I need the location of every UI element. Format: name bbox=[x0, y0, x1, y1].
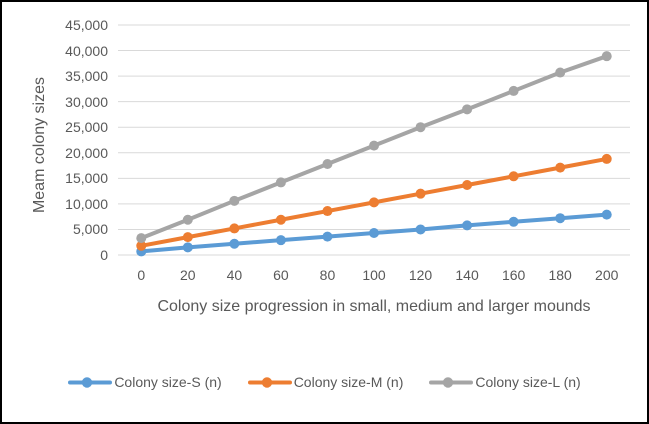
x-axis-title: Colony size progression in small, medium… bbox=[157, 298, 591, 315]
legend-item-colony-size-s[interactable]: Colony size-S (n) bbox=[68, 374, 222, 390]
data-point-series0-x120[interactable] bbox=[415, 224, 426, 235]
data-point-series0-x80[interactable] bbox=[322, 231, 333, 242]
data-point-series0-x140[interactable] bbox=[462, 220, 473, 231]
data-point-series2-x180[interactable] bbox=[555, 67, 566, 78]
x-tick-label: 0 bbox=[137, 267, 146, 283]
legend-line-marker-icon bbox=[68, 376, 113, 388]
x-tick-label: 140 bbox=[455, 267, 479, 283]
x-tick-label: 120 bbox=[408, 267, 433, 283]
x-tick-label: 180 bbox=[548, 267, 572, 283]
data-point-series1-x80[interactable] bbox=[322, 206, 333, 217]
legend: Colony size-S (n) Colony size-M (n) Colo… bbox=[2, 374, 647, 390]
legend-line-marker-icon bbox=[247, 376, 292, 388]
y-tick-label: 5,000 bbox=[72, 221, 108, 238]
data-point-series1-x100[interactable] bbox=[369, 197, 379, 208]
y-tick-label: 20,000 bbox=[65, 144, 108, 161]
x-tick-label: 60 bbox=[273, 267, 289, 283]
y-tick-label: 10,000 bbox=[65, 195, 108, 212]
x-tick-label: 20 bbox=[180, 267, 196, 283]
data-point-series0-x20[interactable] bbox=[182, 242, 193, 253]
data-point-series1-x60[interactable] bbox=[275, 214, 286, 225]
legend-item-colony-size-m[interactable]: Colony size-M (n) bbox=[247, 374, 404, 390]
y-tick-label: 25,000 bbox=[65, 119, 108, 136]
y-tick-label: 40,000 bbox=[65, 42, 108, 59]
data-point-series1-x180[interactable] bbox=[555, 162, 566, 173]
data-point-series0-x60[interactable] bbox=[275, 235, 286, 246]
data-point-series1-x40[interactable] bbox=[229, 223, 240, 234]
data-point-series2-x20[interactable] bbox=[182, 214, 193, 225]
data-point-series2-x40[interactable] bbox=[229, 195, 240, 206]
y-tick-label: 0 bbox=[100, 247, 108, 263]
data-point-series2-x120[interactable] bbox=[415, 122, 426, 133]
data-point-series1-x20[interactable] bbox=[182, 232, 193, 243]
data-point-series2-x0[interactable] bbox=[136, 233, 147, 244]
legend-label-colony-size-s: Colony size-S (n) bbox=[114, 374, 222, 390]
data-point-series0-x160[interactable] bbox=[508, 216, 519, 227]
legend-label-colony-size-l: Colony size-L (n) bbox=[475, 374, 581, 390]
y-tick-label: 35,000 bbox=[65, 68, 108, 85]
legend-label-colony-size-m: Colony size-M (n) bbox=[293, 374, 404, 390]
data-point-series0-x200[interactable] bbox=[601, 209, 612, 220]
y-tick-label: 30,000 bbox=[65, 93, 108, 110]
data-point-series1-x140[interactable] bbox=[462, 179, 473, 190]
data-point-series1-x120[interactable] bbox=[415, 188, 426, 199]
x-tick-label: 80 bbox=[319, 267, 336, 283]
data-point-series0-x180[interactable] bbox=[555, 213, 566, 224]
data-point-series2-x200[interactable] bbox=[601, 51, 612, 62]
data-point-series1-x200[interactable] bbox=[601, 153, 612, 164]
data-point-series0-x40[interactable] bbox=[229, 238, 240, 249]
data-point-series1-x0[interactable] bbox=[136, 240, 147, 251]
data-point-series0-x100[interactable] bbox=[369, 228, 379, 239]
data-point-series2-x100[interactable] bbox=[369, 140, 379, 151]
data-point-series1-x160[interactable] bbox=[508, 171, 519, 182]
y-tick-label: 45,000 bbox=[65, 17, 108, 33]
x-tick-label: 100 bbox=[362, 267, 386, 283]
x-tick-label: 160 bbox=[501, 267, 526, 283]
data-point-series2-x60[interactable] bbox=[275, 177, 286, 188]
legend-item-colony-size-l[interactable]: Colony size-L (n) bbox=[429, 374, 581, 390]
legend-line-marker-icon bbox=[429, 376, 474, 388]
data-point-series2-x140[interactable] bbox=[462, 104, 473, 115]
x-tick-label: 200 bbox=[595, 267, 619, 283]
data-point-series2-x80[interactable] bbox=[322, 159, 333, 170]
y-tick-label: 15,000 bbox=[65, 170, 108, 187]
data-point-series2-x160[interactable] bbox=[508, 85, 519, 96]
x-tick-label: 40 bbox=[226, 267, 243, 283]
